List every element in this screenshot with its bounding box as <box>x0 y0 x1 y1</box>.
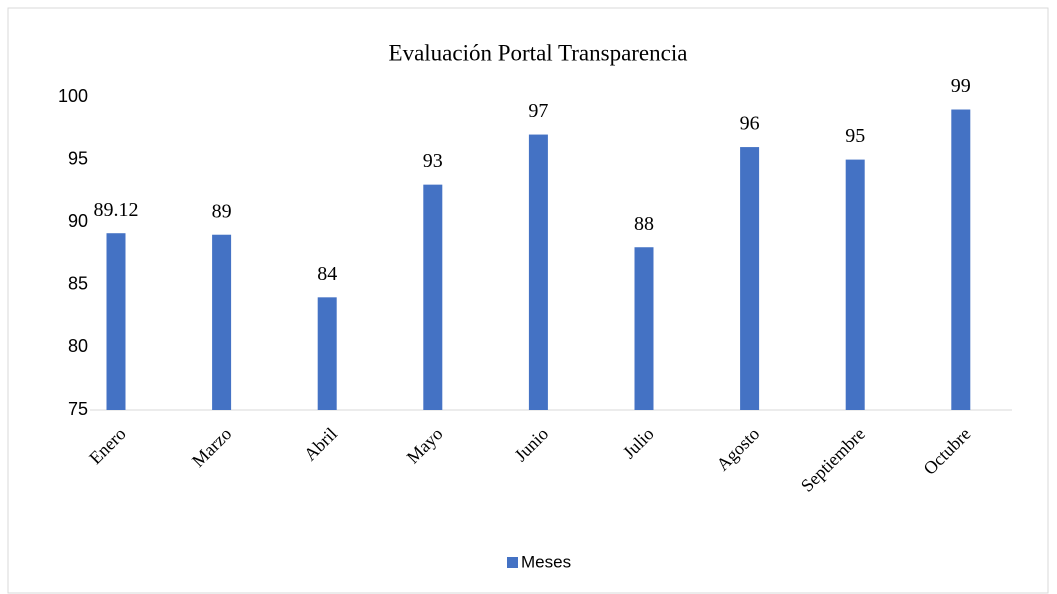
data-label: 89.12 <box>94 199 139 221</box>
bar <box>106 233 126 410</box>
bar <box>528 134 548 410</box>
legend-label: Meses <box>521 552 571 571</box>
data-label: 99 <box>951 75 971 97</box>
bar <box>951 109 971 411</box>
bar <box>845 159 865 410</box>
data-label: 89 <box>212 200 232 222</box>
bar <box>423 184 443 410</box>
bar <box>634 247 654 410</box>
y-tick-label: 90 <box>68 211 88 231</box>
data-label: 97 <box>528 100 548 122</box>
y-tick-label: 100 <box>58 86 88 106</box>
y-tick-label: 85 <box>68 274 88 294</box>
y-tick-label: 95 <box>68 148 88 168</box>
data-label: 84 <box>317 263 337 285</box>
chart-title: Evaluación Portal Transparencia <box>389 40 688 65</box>
bar <box>317 297 337 410</box>
legend-swatch <box>507 557 518 568</box>
y-tick-label: 80 <box>68 336 88 356</box>
y-tick-label: 75 <box>68 399 88 419</box>
data-label: 93 <box>423 150 443 172</box>
data-label: 95 <box>845 125 865 147</box>
bar <box>212 234 232 410</box>
chart-border <box>7 7 1049 594</box>
data-label: 88 <box>634 213 654 235</box>
bar <box>740 147 760 410</box>
data-label: 96 <box>740 113 760 135</box>
